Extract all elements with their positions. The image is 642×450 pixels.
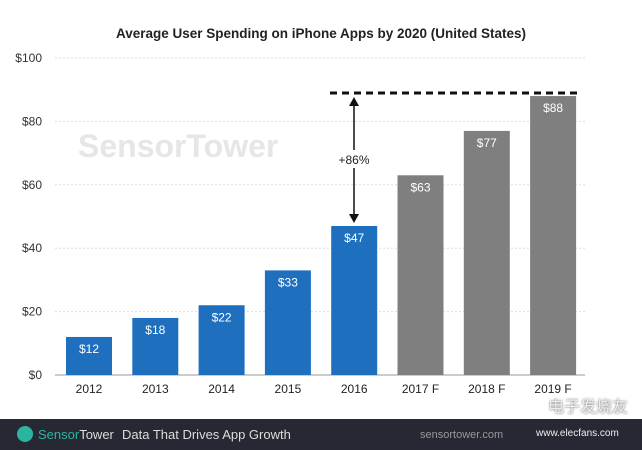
bar [198, 305, 245, 375]
bar [463, 130, 510, 375]
footer-url: sensortower.com [420, 429, 504, 441]
data-label: $18 [145, 323, 165, 337]
x-tick-label: 2014 [208, 382, 235, 396]
brand-sensor: Sensor [38, 427, 80, 442]
y-tick-label: $100 [15, 51, 42, 65]
overlay-watermark-url: www.elecfans.com [536, 428, 619, 439]
footer: SensorTower Data That Drives App Growth … [0, 419, 642, 450]
x-tick-label: 2017 F [402, 382, 439, 396]
data-label: $22 [212, 310, 232, 324]
tagline: Data That Drives App Growth [122, 427, 291, 442]
data-label: $63 [410, 180, 430, 194]
bar [530, 96, 577, 375]
brand-tower: Tower [79, 427, 114, 442]
y-tick-label: $20 [22, 305, 42, 319]
y-tick-label: $40 [22, 241, 42, 255]
arrow-up-icon [349, 97, 359, 107]
y-tick-label: $0 [29, 368, 43, 382]
x-tick-label: 2019 F [534, 382, 571, 396]
arrow-down-icon [349, 214, 359, 224]
bar [397, 175, 444, 375]
data-label: $88 [543, 101, 563, 115]
data-label: $33 [278, 275, 298, 289]
sensortower-logo-icon [17, 426, 33, 442]
bar [331, 226, 378, 375]
y-tick-label: $60 [22, 178, 42, 192]
x-tick-label: 2012 [76, 382, 103, 396]
x-tick-label: 2013 [142, 382, 169, 396]
data-label: $12 [79, 342, 99, 356]
bar [264, 270, 311, 375]
x-tick-label: 2018 F [468, 382, 505, 396]
chart-title: Average User Spending on iPhone Apps by … [115, 26, 527, 41]
y-tick-label: $80 [22, 114, 42, 128]
bar-chart: $0 $20 $40 $60 $80 $100 $12 2012 $18 2013 $22 2014 $… [15, 51, 585, 396]
annotation-bg [332, 150, 376, 168]
data-label: $47 [344, 231, 364, 245]
overlay-watermark: 电子发烧友 [548, 399, 629, 416]
data-label: $77 [477, 136, 497, 150]
bar [132, 317, 179, 375]
x-tick-label: 2015 [275, 382, 302, 396]
bar [66, 336, 112, 375]
growth-annotation: +86% [338, 153, 369, 167]
x-tick-label: 2016 [341, 382, 368, 396]
watermark: SensorTower [78, 128, 279, 164]
